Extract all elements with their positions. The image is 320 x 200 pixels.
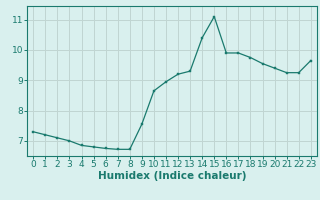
X-axis label: Humidex (Indice chaleur): Humidex (Indice chaleur) (98, 171, 246, 181)
